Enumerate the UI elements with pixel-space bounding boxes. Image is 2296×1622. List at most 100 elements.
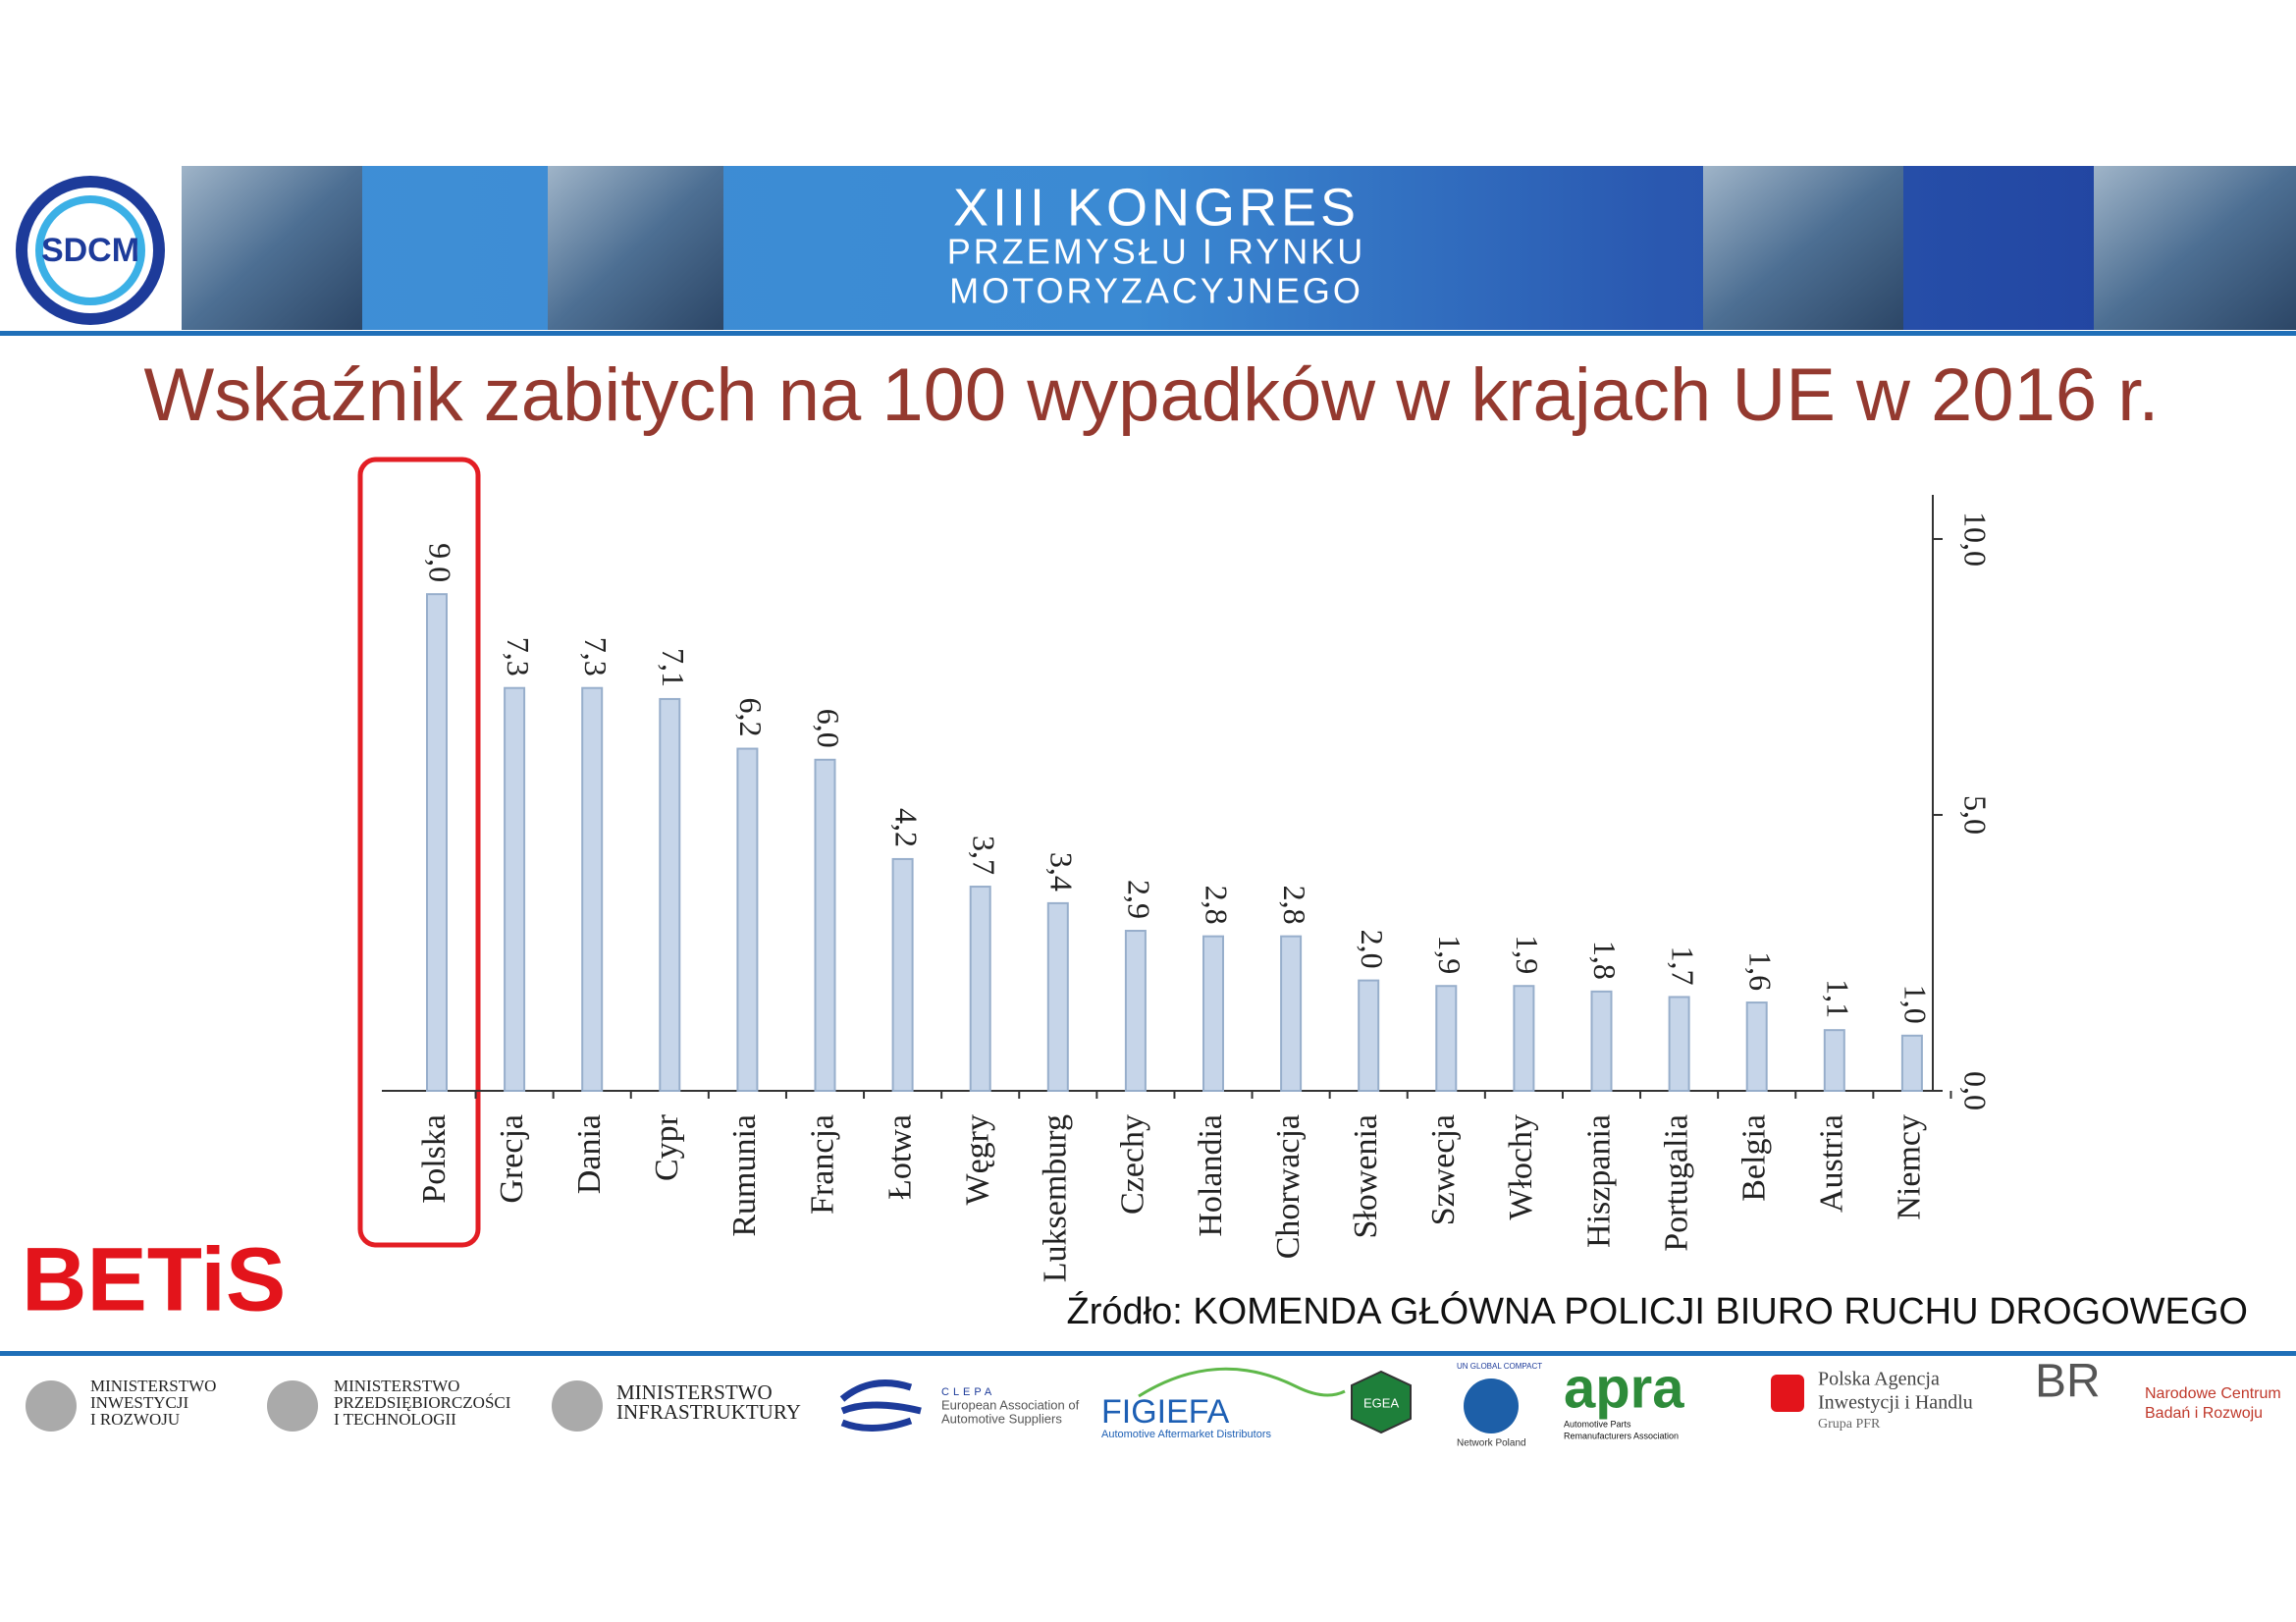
value-label: 1,9 bbox=[1510, 935, 1545, 974]
bar bbox=[891, 857, 914, 1093]
banner-line: MOTORYZACYJNEGO bbox=[949, 271, 1363, 311]
value-label: 1,7 bbox=[1665, 946, 1700, 985]
logo-text: Automotive Suppliers bbox=[941, 1411, 1062, 1426]
logo-text: BR bbox=[2035, 1356, 2101, 1408]
bar bbox=[1124, 930, 1147, 1093]
logo-text: INWESTYCJI bbox=[90, 1393, 188, 1412]
value-label: 2,0 bbox=[1355, 930, 1390, 969]
bar bbox=[1823, 1029, 1845, 1092]
value-label: 4,2 bbox=[888, 808, 924, 847]
value-label: 3,7 bbox=[966, 836, 1001, 875]
logo-badge bbox=[1351, 1370, 1412, 1434]
logo-text: EGEA bbox=[1363, 1395, 1399, 1410]
x-tick-label: Hiszpania bbox=[1580, 1114, 1617, 1248]
x-tick-label: Cypr bbox=[649, 1113, 685, 1181]
bar bbox=[1046, 901, 1069, 1092]
bar bbox=[1745, 1001, 1768, 1093]
logo-text: MINISTERSTWO bbox=[334, 1377, 459, 1395]
banner bbox=[182, 166, 2296, 330]
value-label: 1,8 bbox=[1587, 941, 1623, 980]
logo-text: apra bbox=[1564, 1356, 1684, 1420]
logo-text: Remanufacturers Association bbox=[1564, 1431, 1679, 1440]
x-tick-label: Polska bbox=[416, 1114, 453, 1204]
logo-text: PRZEDSIĘBIORCZOŚCI bbox=[334, 1393, 511, 1412]
banner-rule bbox=[0, 331, 2296, 336]
bar bbox=[736, 747, 759, 1092]
chart: 0,0 5,0 10,0 9,0 Polska 7,3 Grecja 7,3 Dania 7,1 C… bbox=[382, 495, 1994, 1282]
bar bbox=[426, 593, 448, 1093]
x-tick-label: Węgry bbox=[959, 1114, 995, 1206]
x-tick-label: Grecja bbox=[494, 1114, 530, 1204]
x-tick-label: Dania bbox=[571, 1114, 608, 1194]
x-tick-label: Luksemburg bbox=[1038, 1114, 1074, 1282]
logo-text: FIGIEFA bbox=[1101, 1393, 1230, 1431]
value-label: 7,3 bbox=[578, 637, 614, 676]
value-label: 1,9 bbox=[1432, 935, 1468, 974]
logo-text: UN GLOBAL COMPACT bbox=[1457, 1362, 1542, 1371]
value-label: 3,4 bbox=[1043, 852, 1079, 892]
logo-text: SDCM bbox=[41, 232, 139, 269]
value-label: 2,8 bbox=[1277, 886, 1312, 925]
x-tick-label: Czechy bbox=[1115, 1114, 1151, 1215]
highlight-frame bbox=[357, 457, 481, 1248]
value-label: 1,0 bbox=[1898, 985, 1934, 1024]
x-tick-label: Belgia bbox=[1735, 1114, 1772, 1202]
logo-text: Badań i Rozwoju bbox=[2145, 1405, 2263, 1422]
value-label: 7,1 bbox=[656, 648, 691, 687]
banner-line: XIII KONGRES bbox=[953, 178, 1360, 237]
value-label: 2,8 bbox=[1200, 886, 1235, 925]
x-tick-label: Holandia bbox=[1193, 1114, 1229, 1237]
logo-swoosh bbox=[1138, 1367, 1346, 1398]
source: Źródło: KOMENDA GŁÓWNA POLICJI BIURO RUC… bbox=[1067, 1290, 2249, 1332]
bar bbox=[814, 758, 836, 1092]
footer-rule bbox=[0, 1351, 2296, 1356]
logo-text: MINISTERSTWO bbox=[90, 1377, 216, 1395]
banner-photo bbox=[2094, 166, 2296, 330]
logo-text: CLEPA bbox=[941, 1386, 995, 1398]
bar bbox=[659, 697, 681, 1092]
bar bbox=[1513, 985, 1535, 1092]
logo-text: European Association of bbox=[941, 1397, 1080, 1412]
x-tick-label: Chorwacja bbox=[1270, 1114, 1307, 1259]
value-label: 9,0 bbox=[423, 543, 458, 582]
bar bbox=[1202, 935, 1224, 1093]
banner-photo bbox=[182, 166, 362, 330]
logo-text: Grupa PFR bbox=[1818, 1417, 1881, 1432]
chart-title: Wskaźnik zabitych na 100 wypadków w kraj… bbox=[144, 353, 2160, 437]
bar bbox=[1280, 935, 1303, 1093]
y-tick-label: 5,0 bbox=[1958, 795, 1994, 835]
bar bbox=[969, 886, 991, 1093]
y-tick-label: 10,0 bbox=[1958, 512, 1994, 567]
logo-text: I TECHNOLOGII bbox=[334, 1410, 456, 1429]
x-tick-label: Portugalia bbox=[1658, 1114, 1694, 1252]
x-tick-label: Rumunia bbox=[726, 1114, 763, 1237]
logo-ring bbox=[35, 195, 145, 305]
logo-text: Narodowe Centrum bbox=[2145, 1385, 2281, 1402]
logo-text: MINISTERSTWO bbox=[616, 1380, 773, 1404]
logo-text: Automotive Aftermarket Distributors bbox=[1101, 1429, 1272, 1440]
logo-globe bbox=[1464, 1379, 1519, 1433]
logo-text: INFRASTRUKTURY bbox=[616, 1400, 801, 1424]
x-tick-label: Szwecja bbox=[1425, 1114, 1462, 1225]
bar bbox=[1435, 985, 1458, 1092]
logo-emblem bbox=[26, 1380, 77, 1432]
value-label: 6,0 bbox=[811, 709, 846, 748]
logo-text: Network Poland bbox=[1457, 1438, 1526, 1449]
logo-mark bbox=[1771, 1375, 1804, 1412]
logo-text: I ROZWOJU bbox=[90, 1410, 180, 1429]
banner-photo bbox=[1703, 166, 1903, 330]
logo-text: Polska Agencja bbox=[1818, 1369, 1940, 1390]
x-tick-label: Słowenia bbox=[1348, 1114, 1384, 1239]
bar bbox=[1358, 979, 1380, 1092]
value-label: 2,9 bbox=[1122, 880, 1157, 919]
bar bbox=[581, 686, 604, 1092]
value-label: 1,1 bbox=[1820, 979, 1855, 1018]
logo-mark bbox=[839, 1379, 922, 1433]
brand: BETiS bbox=[22, 1229, 286, 1329]
value-label: 7,3 bbox=[501, 637, 536, 676]
logo-text: Inwestycji i Handlu bbox=[1818, 1392, 1973, 1414]
x-tick-label: Włochy bbox=[1503, 1114, 1539, 1220]
